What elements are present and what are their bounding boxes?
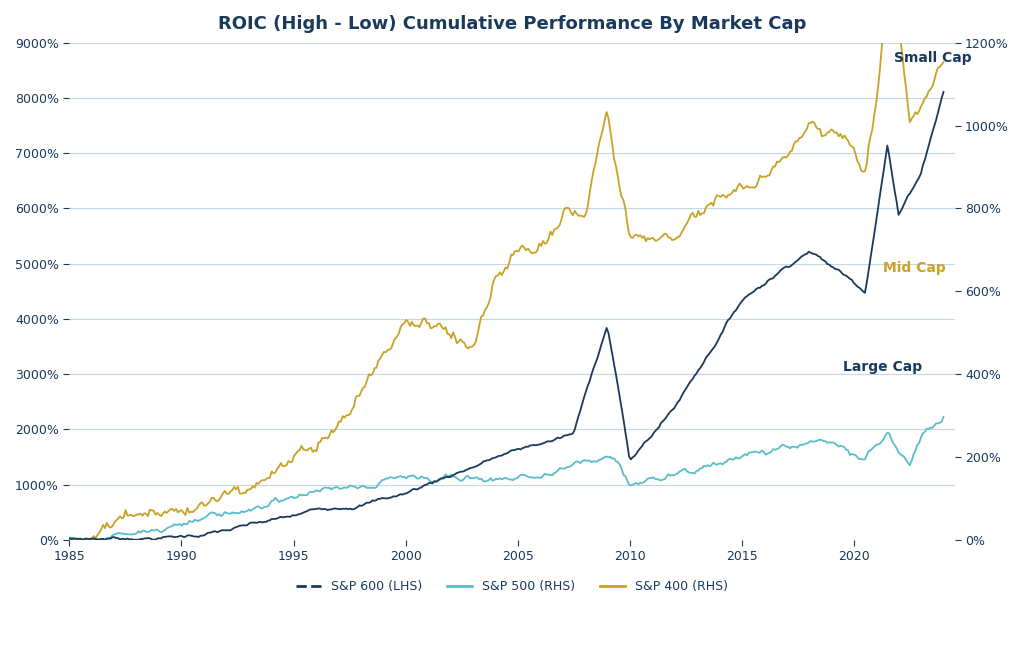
Legend: S&P 600 (LHS), S&P 500 (RHS), S&P 400 (RHS): S&P 600 (LHS), S&P 500 (RHS), S&P 400 (R… [291,575,733,598]
Text: Large Cap: Large Cap [843,360,922,374]
Title: ROIC (High - Low) Cumulative Performance By Market Cap: ROIC (High - Low) Cumulative Performance… [218,15,806,33]
Text: Small Cap: Small Cap [894,51,972,65]
Text: Mid Cap: Mid Cap [883,261,946,275]
